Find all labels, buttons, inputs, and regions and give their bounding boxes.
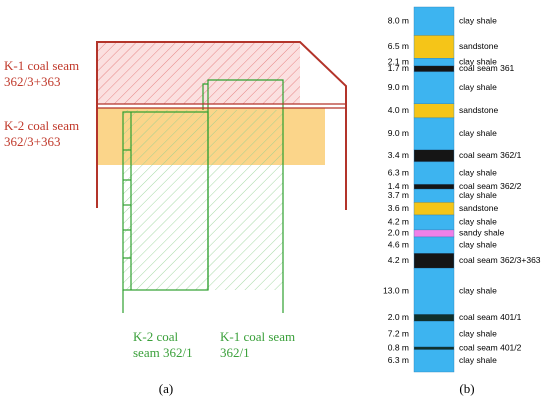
- thickness-label: 4.2 m: [388, 255, 409, 265]
- layer-name: sandstone: [459, 41, 498, 51]
- green-outlines: [122, 79, 284, 313]
- thickness-label: 13.0 m: [383, 285, 409, 295]
- thickness-label: 7.2 m: [388, 328, 409, 338]
- thickness-label: 0.8 m: [388, 343, 409, 353]
- layer-name: sandstone: [459, 203, 498, 213]
- layer: [413, 321, 455, 348]
- brown-outline: [96, 41, 347, 210]
- label: 362/1: [220, 345, 250, 360]
- layer: [413, 346, 455, 350]
- layer: [413, 6, 455, 36]
- layer: [413, 236, 455, 254]
- layer: [413, 117, 455, 151]
- thickness-label: 6.3 m: [388, 167, 409, 177]
- thickness-label: 4.2 m: [388, 217, 409, 227]
- layer-name: clay shale: [459, 355, 497, 365]
- layer-name: clay shale: [459, 82, 497, 92]
- layer-name: clay shale: [459, 239, 497, 249]
- layer-name: clay shale: [459, 128, 497, 138]
- thickness-label: 8.0 m: [388, 15, 409, 25]
- layer: [413, 65, 455, 73]
- layer: [413, 267, 455, 315]
- layer-name: clay shale: [459, 167, 497, 177]
- thickness-label: 3.6 m: [388, 203, 409, 213]
- layer: [413, 149, 455, 163]
- panel-b: (b) 8.0 m clay shale 6.5 m sandstone 2.1 m cl…: [383, 6, 541, 396]
- layer-name: sandy shale: [459, 228, 505, 238]
- layer-name: coal seam 362/3+363: [459, 255, 541, 265]
- thickness-label: 4.0 m: [388, 105, 409, 115]
- label: seam 362/1: [133, 345, 193, 360]
- seam-3621-hatch: [123, 110, 283, 290]
- thickness-label: 2.0 m: [388, 228, 409, 238]
- layer-name: coal seam 362/2: [459, 181, 522, 191]
- thickness-label: 6.5 m: [388, 41, 409, 51]
- layer: [413, 202, 455, 216]
- thickness-label: 1.7 m: [388, 63, 409, 73]
- layer-name: sandstone: [459, 105, 498, 115]
- thickness-label: 6.3 m: [388, 355, 409, 365]
- layer: [413, 229, 455, 238]
- layer-name: coal seam 401/1: [459, 312, 522, 322]
- thickness-label: 4.6 m: [388, 239, 409, 249]
- label: 362/3+363: [4, 74, 60, 89]
- thickness-label: 2.0 m: [388, 312, 409, 322]
- layer: [413, 214, 455, 231]
- layer: [413, 349, 455, 373]
- layer-name: coal seam 362/1: [459, 150, 522, 160]
- thickness-label: 3.4 m: [388, 150, 409, 160]
- layer-name: clay shale: [459, 15, 497, 25]
- layer-name: coal seam 361: [459, 63, 515, 73]
- layer: [413, 253, 455, 269]
- layer-name: clay shale: [459, 285, 497, 295]
- layer: [413, 183, 455, 190]
- k1-area-hatch: [97, 42, 300, 104]
- thickness-label: 3.7 m: [388, 190, 409, 200]
- label: 362/3+363: [4, 134, 60, 149]
- caption: (b): [459, 381, 474, 396]
- label: K-1 coal seam: [220, 329, 295, 344]
- layer: [413, 71, 455, 104]
- label: K-1 coal seam: [4, 58, 79, 73]
- layer: [413, 35, 455, 59]
- label: K-2 coal: [133, 329, 179, 344]
- thickness-label: 2.1 m: [388, 56, 409, 66]
- layer-name: coal seam 401/2: [459, 343, 522, 353]
- label: K-2 coal seam: [4, 118, 79, 133]
- layer: [413, 58, 455, 67]
- layer: [413, 161, 455, 185]
- layer: [413, 314, 455, 322]
- layer-name: clay shale: [459, 190, 497, 200]
- layer-name: clay shale: [459, 56, 497, 66]
- layer: [413, 188, 455, 203]
- panel-a: K-1 coal seam 362/3+363 K-2 coal seam 36…: [4, 41, 347, 396]
- layer: [413, 103, 455, 119]
- layer-name: clay shale: [459, 217, 497, 227]
- thickness-label: 9.0 m: [388, 128, 409, 138]
- thickness-label: 9.0 m: [388, 82, 409, 92]
- layer-name: clay shale: [459, 328, 497, 338]
- caption: (a): [159, 381, 173, 396]
- thickness-label: 1.4 m: [388, 181, 409, 191]
